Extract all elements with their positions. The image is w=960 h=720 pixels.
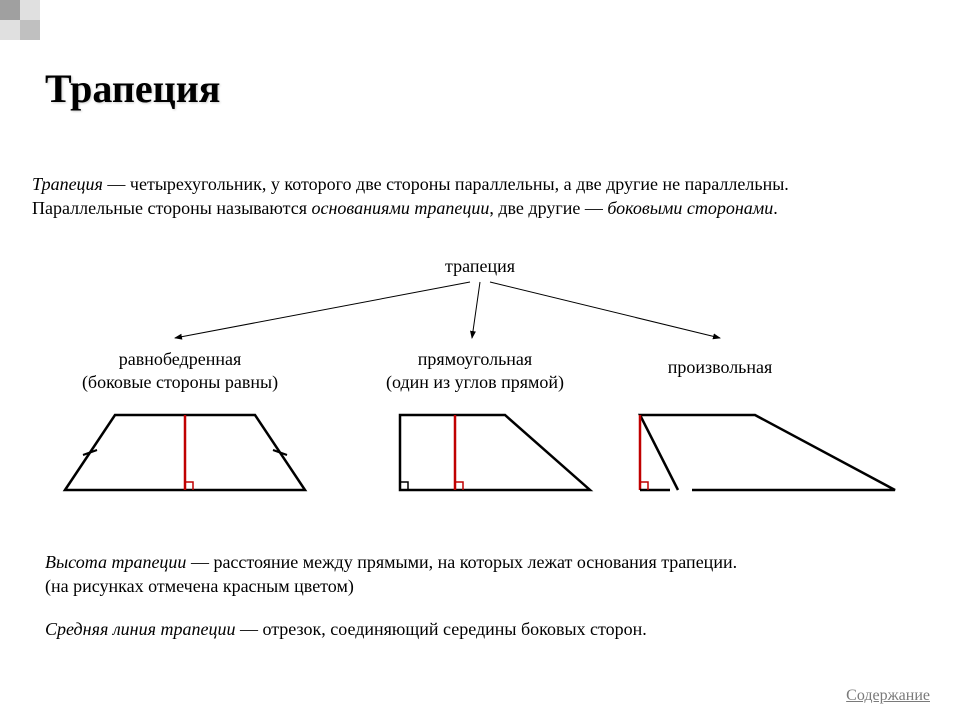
definition-text: Трапеция — четырехугольник, у которого д… [32, 172, 936, 221]
def-text: — расстояние между прямыми, на которых л… [186, 552, 737, 572]
figure-right [385, 405, 605, 505]
branch-isosceles: равнобедренная (боковые стороны равны) [40, 348, 320, 395]
branch-title: равнобедренная [119, 349, 241, 369]
term: основаниями трапеции [311, 198, 489, 218]
figure-arbitrary [630, 405, 910, 505]
branch-title: произвольная [668, 357, 773, 377]
bottom-definitions: Высота трапеции — расстояние между прямы… [45, 550, 920, 659]
tree-arrows [0, 280, 960, 350]
branch-subtitle: (один из углов прямой) [386, 372, 564, 392]
term: боковыми сторонами [607, 198, 773, 218]
def-text: . [773, 198, 778, 218]
term: Высота трапеции [45, 552, 186, 572]
branch-subtitle: (боковые стороны равны) [82, 372, 278, 392]
def-text: Параллельные стороны называются [32, 198, 311, 218]
branch-title: прямоугольная [418, 349, 532, 369]
figures-row [0, 405, 960, 525]
page-title: Трапеция [45, 65, 220, 112]
def-note: (на рисунках отмечена красным цветом) [45, 576, 354, 596]
branch-arbitrary: произвольная [620, 356, 820, 379]
figure-isosceles [55, 405, 315, 505]
corner-decoration [0, 0, 60, 40]
branch-right: прямоугольная (один из углов прямой) [335, 348, 615, 395]
def-text: , две другие — [489, 198, 607, 218]
tree-root-label: трапеция [445, 256, 515, 277]
term: Средняя линия трапеции [45, 619, 235, 639]
contents-link[interactable]: Содержание [846, 687, 930, 705]
term: Трапеция [32, 174, 103, 194]
def-text: — четырехугольник, у которого две сторон… [103, 174, 789, 194]
def-text: — отрезок, соединяющий середины боковых … [235, 619, 646, 639]
